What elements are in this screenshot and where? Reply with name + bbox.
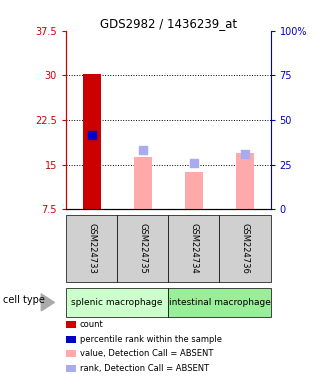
Text: GSM224733: GSM224733: [87, 223, 96, 274]
Text: GSM224735: GSM224735: [138, 223, 147, 274]
Title: GDS2982 / 1436239_at: GDS2982 / 1436239_at: [100, 17, 237, 30]
Text: count: count: [80, 320, 104, 329]
Bar: [134, 157, 152, 209]
Point: [191, 161, 197, 167]
Text: rank, Detection Call = ABSENT: rank, Detection Call = ABSENT: [80, 364, 209, 373]
Point: [140, 147, 146, 153]
Text: value, Detection Call = ABSENT: value, Detection Call = ABSENT: [80, 349, 213, 358]
Text: intestinal macrophage: intestinal macrophage: [169, 298, 270, 307]
Point: [242, 151, 248, 157]
Bar: [82, 74, 101, 209]
Polygon shape: [41, 294, 54, 311]
Text: GSM224734: GSM224734: [189, 223, 198, 274]
Text: splenic macrophage: splenic macrophage: [71, 298, 163, 307]
Text: GSM224736: GSM224736: [241, 223, 249, 274]
Text: cell type: cell type: [3, 295, 45, 306]
Bar: [236, 153, 254, 209]
Point: [89, 132, 94, 138]
Text: percentile rank within the sample: percentile rank within the sample: [80, 334, 222, 344]
Bar: [185, 172, 203, 209]
